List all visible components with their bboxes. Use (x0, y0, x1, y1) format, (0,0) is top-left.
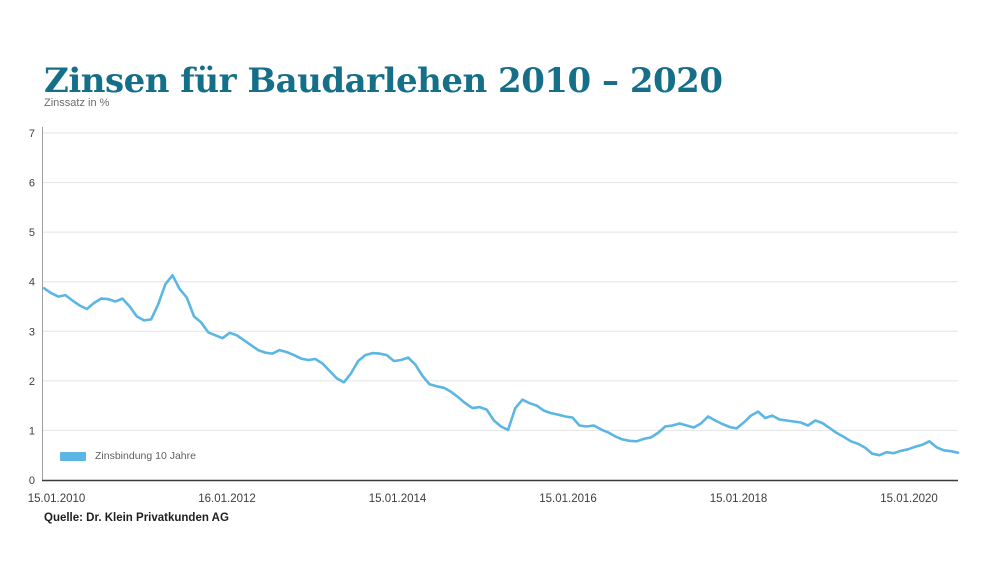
y-tick-label: 4 (29, 277, 35, 289)
legend-swatch-icon (60, 451, 86, 461)
rate-line (42, 273, 960, 457)
y-tick-label: 2 (29, 376, 35, 388)
legend: Zinsbindung 10 Jahre (60, 450, 196, 462)
x-tick-label: 15.01.2014 (369, 493, 427, 505)
y-tick-label: 5 (29, 227, 35, 239)
page-title: Zinsen für Baudarlehen 2010 – 2020 (44, 60, 723, 101)
y-tick-label: 3 (29, 326, 35, 338)
x-tick-label: 16.01.2012 (198, 493, 256, 505)
y-tick-label: 1 (29, 425, 35, 437)
y-tick-label: 7 (29, 128, 35, 140)
x-tick-label: 15.01.2018 (710, 493, 768, 505)
x-tick-label: 15.01.2020 (880, 493, 938, 505)
y-tick-label: 6 (29, 178, 35, 190)
legend-label: Zinsbindung 10 Jahre (95, 450, 196, 462)
x-tick-label: 15.01.2016 (539, 493, 597, 505)
x-tick-label: 15.01.2010 (28, 493, 86, 505)
y-axis-label: Zinssatz in % (44, 97, 110, 109)
source-attribution: Quelle: Dr. Klein Privatkunden AG (44, 512, 229, 524)
y-tick-label: 0 (29, 475, 35, 487)
